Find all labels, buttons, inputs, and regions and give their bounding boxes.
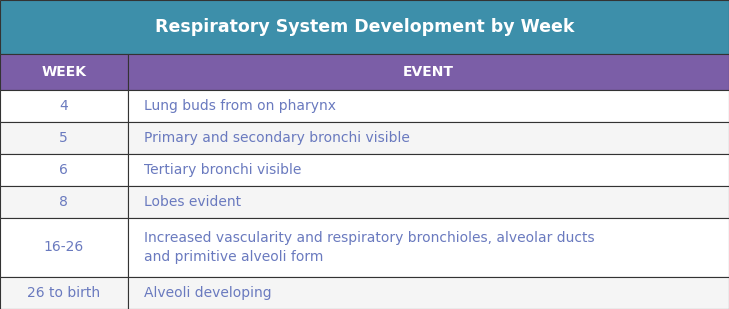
Bar (0, 218, 128, 277)
Text: WEEK: WEEK (42, 65, 86, 79)
Bar (0, 186, 128, 218)
Bar (128, 154, 729, 186)
Text: 6: 6 (59, 163, 69, 177)
Bar (128, 54, 729, 90)
Bar (128, 277, 729, 309)
Bar (0, 90, 128, 122)
Text: Lobes evident: Lobes evident (144, 195, 241, 209)
Text: 4: 4 (59, 99, 69, 112)
Bar (0, 122, 128, 154)
Bar (128, 186, 729, 218)
Bar (0, 54, 128, 90)
Text: Alveoli developing: Alveoli developing (144, 286, 271, 300)
Text: 26 to birth: 26 to birth (27, 286, 101, 300)
Text: 5: 5 (59, 131, 69, 145)
Text: Respiratory System Development by Week: Respiratory System Development by Week (155, 18, 574, 36)
Bar (0, 0, 729, 54)
Text: Tertiary bronchi visible: Tertiary bronchi visible (144, 163, 301, 177)
Bar (128, 90, 729, 122)
Bar (0, 277, 128, 309)
Bar (128, 122, 729, 154)
Text: EVENT: EVENT (403, 65, 453, 79)
Text: Primary and secondary bronchi visible: Primary and secondary bronchi visible (144, 131, 410, 145)
Text: 16-26: 16-26 (44, 240, 84, 254)
Bar (128, 218, 729, 277)
Text: Lung buds from on pharynx: Lung buds from on pharynx (144, 99, 335, 112)
Text: 8: 8 (59, 195, 69, 209)
Bar (0, 154, 128, 186)
Text: Increased vascularity and respiratory bronchioles, alveolar ducts
and primitive : Increased vascularity and respiratory br… (144, 231, 594, 264)
